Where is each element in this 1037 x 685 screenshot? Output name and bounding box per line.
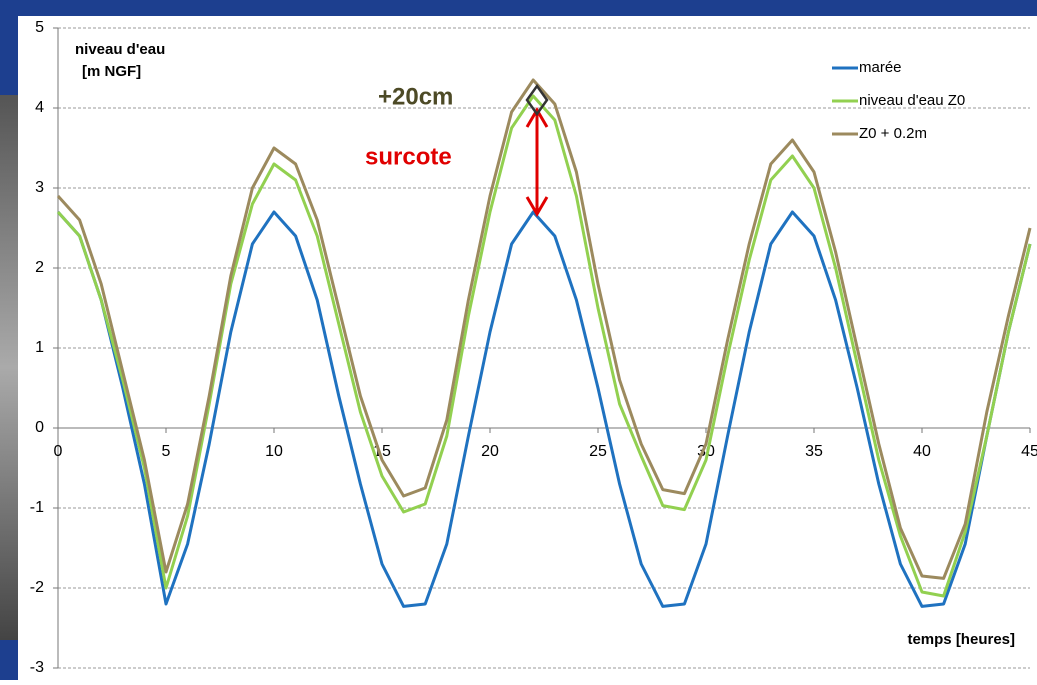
annotation: +20cm [378, 83, 453, 110]
y-tick-label: -2 [30, 579, 44, 596]
x-tick-label: 5 [162, 443, 171, 460]
annotation: surcote [365, 143, 452, 170]
x-tick-label: 10 [265, 443, 283, 460]
y-tick-label: -3 [30, 659, 44, 676]
x-tick-label: 45 [1021, 443, 1037, 460]
legend-label: marée [859, 59, 902, 76]
y-tick-label: -1 [30, 499, 44, 516]
chart: -3-2-1012345051015202530354045 niveau d'… [0, 0, 1037, 680]
photo-strip [0, 95, 18, 640]
x-tick-label: 40 [913, 443, 931, 460]
y-tick-label: 0 [35, 419, 44, 436]
y-axis-label: niveau d'eau [75, 41, 165, 58]
y-tick-label: 2 [35, 259, 44, 276]
legend-label: niveau d'eau Z0 [859, 92, 965, 109]
y-tick-label: 4 [35, 99, 44, 116]
x-tick-label: 25 [589, 443, 607, 460]
y-tick-label: 1 [35, 339, 44, 356]
x-tick-label: 0 [54, 443, 63, 460]
x-tick-label: 20 [481, 443, 499, 460]
y-axis-label: [m NGF] [82, 63, 141, 80]
y-tick-label: 3 [35, 179, 44, 196]
y-tick-label: 5 [35, 19, 44, 36]
x-axis-label: temps [heures] [907, 631, 1015, 648]
legend-label: Z0 + 0.2m [859, 125, 927, 142]
x-tick-label: 35 [805, 443, 823, 460]
